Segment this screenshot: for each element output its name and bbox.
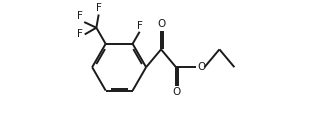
Text: F: F [77,29,83,39]
Text: O: O [172,87,180,97]
Text: F: F [77,11,83,21]
Text: O: O [197,62,206,72]
Text: O: O [157,19,165,29]
Text: F: F [137,21,143,31]
Text: F: F [96,3,102,13]
